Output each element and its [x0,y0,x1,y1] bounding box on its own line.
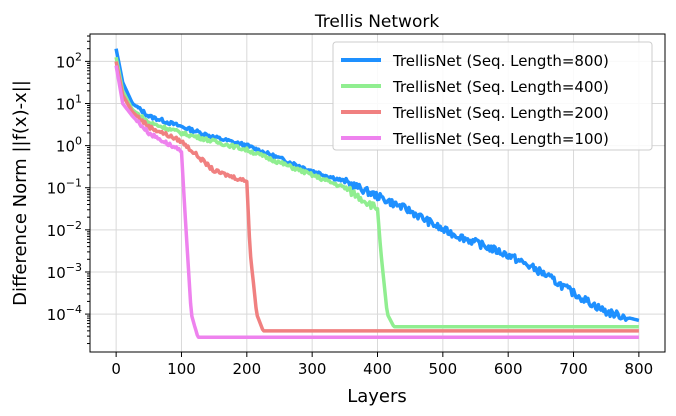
x-tick-label: 100 [167,360,196,378]
legend-label: TrellisNet (Seq. Length=200) [392,104,609,122]
x-tick-label: 500 [429,360,458,378]
y-tick-label: 102 [56,50,82,71]
legend-box [332,41,653,151]
series-line [114,48,640,323]
legend-label: TrellisNet (Seq. Length=100) [392,130,609,148]
legend: TrellisNet (Seq. Length=800) TrellisNet (… [332,41,653,151]
y-tick-label: 100 [56,135,82,156]
y-tick-label: 10−2 [47,219,82,240]
series-line [114,56,640,329]
y-axis-label: Difference Norm ||f(x)-x|| [10,80,31,306]
y-tick-label: 10−1 [47,177,82,198]
x-tick-label: 800 [625,360,654,378]
y-tick-label: 10−4 [47,303,82,324]
legend-label: TrellisNet (Seq. Length=400) [392,78,609,96]
x-tick-label: 700 [559,360,588,378]
legend-label: TrellisNet (Seq. Length=800) [392,52,609,70]
series-line [114,65,640,340]
y-tick-label: 101 [56,92,82,113]
y-tick-label: 10−3 [47,261,82,282]
x-tick-label: 0 [111,360,121,378]
series-line [114,61,640,333]
series-lines [114,48,640,340]
x-tick-label: 200 [232,360,261,378]
x-axis-label: Layers [347,386,407,407]
x-tick-label: 300 [298,360,327,378]
x-tick-label: 600 [494,360,523,378]
x-tick-label: 400 [363,360,392,378]
chart-title: Trellis Network [314,12,440,32]
